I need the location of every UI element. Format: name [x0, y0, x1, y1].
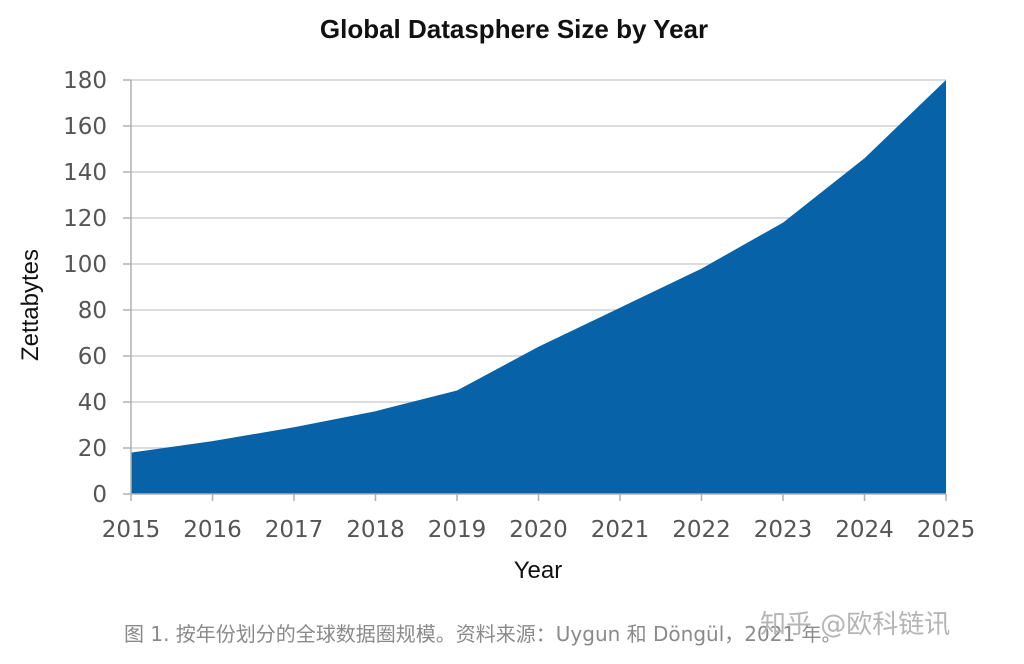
y-tick-label: 180	[63, 68, 107, 94]
y-axis-ticks: 0 20 40 60 80 100 120 140 160 180	[63, 68, 107, 508]
x-axis-label: Year	[514, 557, 563, 584]
watermark: 知乎 @欧科链讯	[760, 610, 951, 640]
grid	[131, 79, 946, 449]
series-area	[131, 80, 946, 494]
x-tick-label: 2024	[835, 517, 894, 543]
y-tick-label: 40	[78, 390, 107, 416]
x-tick-label: 2017	[265, 517, 324, 543]
x-tick-label: 2018	[346, 517, 405, 543]
x-tick-label: 2015	[102, 517, 161, 543]
x-tick-label: 2025	[917, 517, 976, 543]
x-tick-label: 2020	[509, 517, 568, 543]
y-tick-label: 80	[78, 298, 107, 324]
y-tick-label: 160	[63, 114, 107, 140]
y-axis-label: Zettabytes	[17, 249, 44, 361]
x-axis-ticks: 2015 2016 2017 2018 2019 2020 2021 2022 2023 2024…	[102, 494, 976, 543]
y-tick-label: 120	[63, 206, 107, 232]
x-tick-label: 2021	[591, 517, 650, 543]
y-tick-label: 0	[92, 482, 107, 508]
x-tick-label: 2022	[672, 517, 731, 543]
x-tick-label: 2023	[754, 517, 813, 543]
y-tick-label: 140	[63, 160, 107, 186]
chart-title: Global Datasphere Size by Year	[320, 14, 708, 44]
y-tick-label: 100	[63, 252, 107, 278]
y-tick-label: 60	[78, 344, 107, 370]
figure-caption: 图 1. 按年份划分的全球数据圈规模。资料来源：Uygun 和 Döngül，2…	[124, 622, 842, 646]
y-tick-label: 20	[78, 436, 107, 462]
x-tick-label: 2019	[428, 517, 487, 543]
x-tick-label: 2016	[183, 517, 242, 543]
